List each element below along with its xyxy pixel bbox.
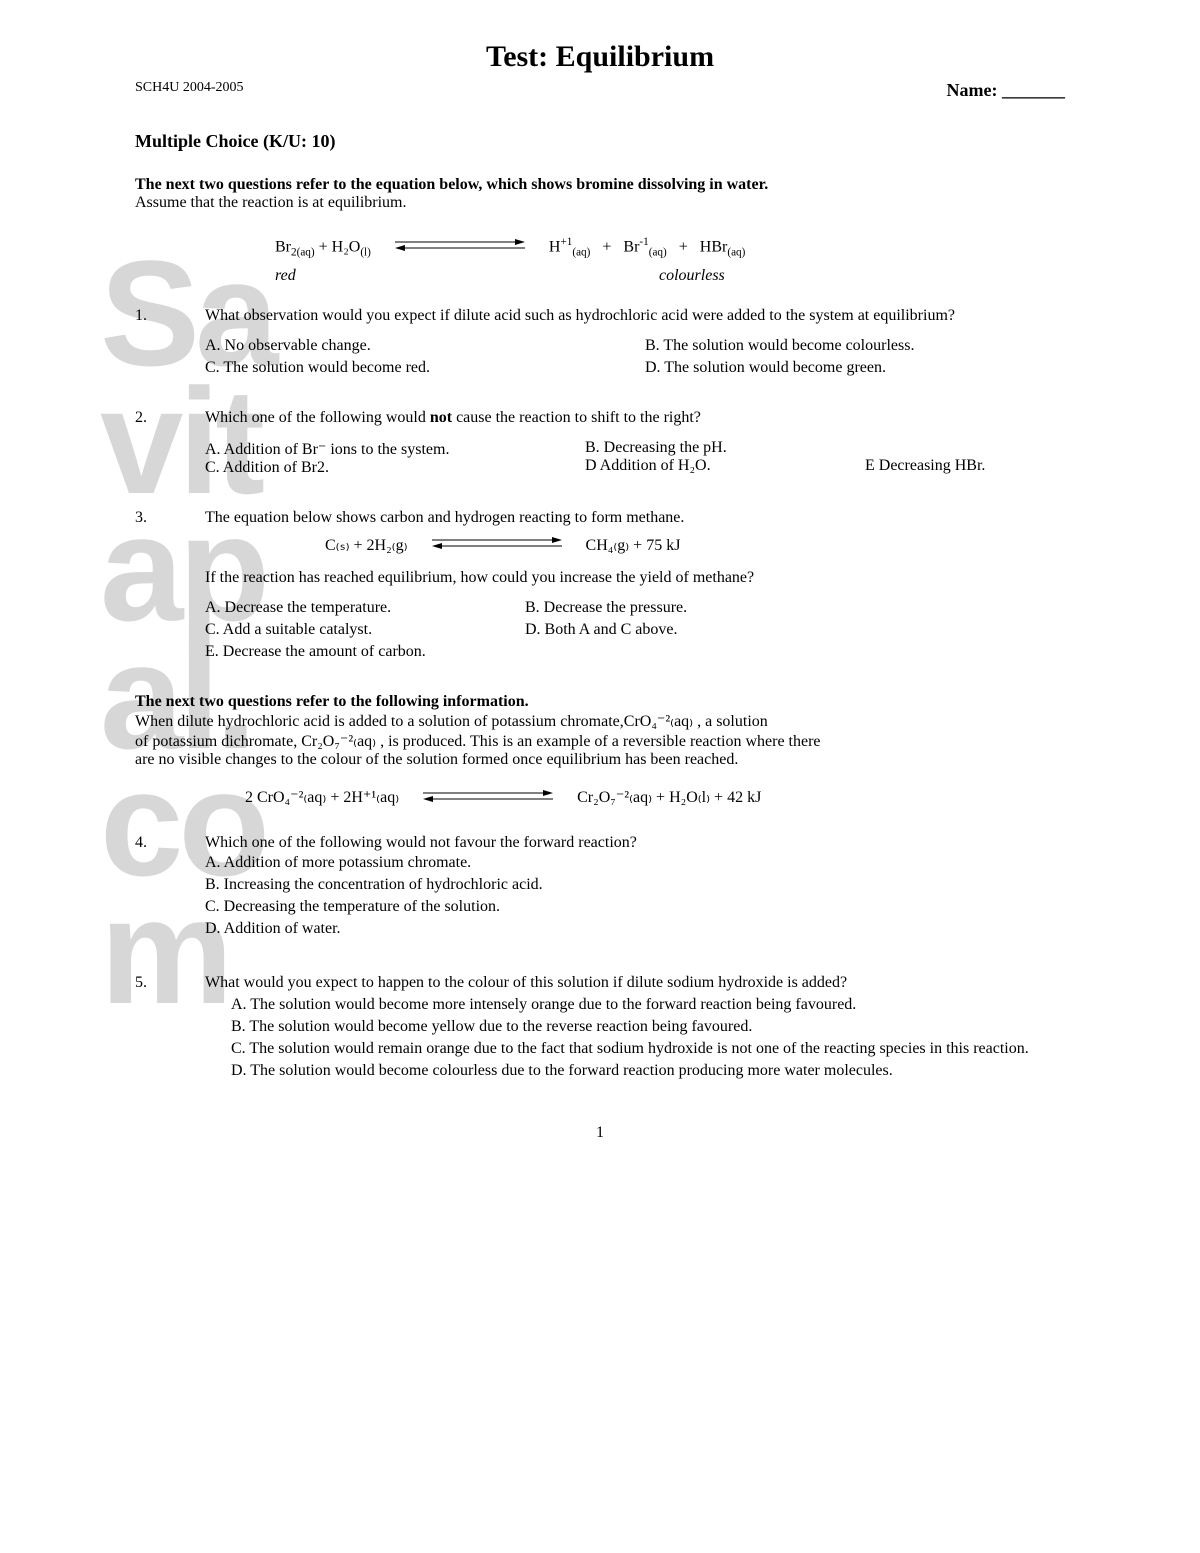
q3-number: 3. [135,509,205,662]
q4-opt-b: B. Increasing the concentration of hydro… [205,876,1065,894]
eq1-notes: red colourless [275,267,1065,285]
q2-opt-c: C. Addition of Br2. [205,459,525,477]
equilibrium-arrow-icon [432,536,562,555]
q5-opt-d: D. The solution would become colourless … [231,1062,1065,1080]
eq1-r1-sup: +1 [560,236,572,248]
eq1-r2-sub: (aq) [649,247,667,259]
question-5: 5. What would you expect to happen to th… [135,974,1065,1084]
q1-opt-d: D. The solution would become green. [645,359,1065,377]
intro4-bold: The next two questions refer to the foll… [135,693,1065,711]
q4-number: 4. [135,834,205,942]
page-number: 1 [135,1124,1065,1142]
equation-4: 2 CrO₄⁻²₍aq₎ + 2H⁺¹₍aq₎ Cr₂O₇⁻²₍aq₎ + H₂… [245,787,1065,808]
q2-opt-e: E Decreasing HBr. [865,457,985,475]
eq4-rhs: Cr₂O₇⁻²₍aq₎ + H₂O₍l₎ + 42 kJ [577,789,761,806]
eq1-r3: HBr [700,238,728,255]
q2-opt-a: A. Addition of Br⁻ ions to the system. [205,439,525,459]
eq1-note-right: colourless [659,267,725,284]
document-page: Savitapal.com Test: Equilibrium SCH4U 20… [0,0,1200,1202]
question-1: 1. What observation would you expect if … [135,307,1065,377]
eq4-lhs: 2 CrO₄⁻²₍aq₎ + 2H⁺¹₍aq₎ [245,789,399,806]
q2-opt-b: B. Decreasing the pH. [585,439,805,457]
section-heading: Multiple Choice (K/U: 10) [135,131,1065,152]
intro1-regular: Assume that the reaction is at equilibri… [135,194,1065,212]
q1-number: 1. [135,307,205,377]
q5-opt-a: A. The solution would become more intens… [231,996,1065,1014]
intro4-line1: When dilute hydrochloric acid is added t… [135,711,1065,731]
page-title: Test: Equilibrium [135,40,1065,74]
q2-opt-d: D Addition of H₂O. [585,457,805,475]
q3-follow: If the reaction has reached equilibrium,… [205,569,1065,587]
q4-text: Which one of the following would not fav… [205,834,1065,852]
question-3: 3. The equation below shows carbon and h… [135,509,1065,662]
name-field-label: Name: _______ [947,80,1065,101]
eq1-mid-sub: (l) [360,247,371,259]
q4-opt-c: C. Decreasing the temperature of the sol… [205,898,1065,916]
eq1-note-left: red [275,267,655,285]
q3-opt-c: C. Add a suitable catalyst. [205,621,505,639]
intro1-bold: The next two questions refer to the equa… [135,176,1065,194]
equation-1: Br2(aq) + H₂O(l) H+1(aq) + Br-1(aq) + HB… [275,236,1065,259]
q3-opt-e: E. Decrease the amount of carbon. [205,643,505,661]
q2-text-pre: Which one of the following would [205,409,430,426]
q2-number: 2. [135,409,205,477]
q5-number: 5. [135,974,205,1084]
eq1-lhs-sub: 2(aq) [291,247,315,259]
course-code: SCH4U 2004-2005 [135,80,244,101]
question-2: 2. Which one of the following would not … [135,409,1065,477]
q3-text: The equation below shows carbon and hydr… [205,509,1065,527]
eq1-lhs: Br [275,238,291,255]
q4-opt-d: D. Addition of water. [205,920,1065,938]
eq1-r1-sub: (aq) [572,247,590,259]
eq1-mid: + H₂O [319,238,361,255]
q3-opt-d: D. Both A and C above. [525,621,1065,639]
q5-opt-c: C. The solution would remain orange due … [231,1040,1065,1058]
q4-opt-a: A. Addition of more potassium chromate. [205,854,1065,872]
q3-opt-b: B. Decrease the pressure. [525,599,1065,617]
intro4-line2: of potassium dichromate, Cr₂O₇⁻²₍aq₎ , i… [135,731,1065,751]
eq3-rhs: CH₄₍g₎ + 75 kJ [586,537,681,554]
q1-opt-c: C. The solution would become red. [205,359,625,377]
q2-text-post: cause the reaction to shift to the right… [452,409,701,426]
eq3-lhs: C₍ₛ₎ + 2H₂₍g₎ [325,537,408,554]
eq1-r3-sub: (aq) [727,247,745,259]
q2-text-bold: not [430,409,452,426]
header-row: SCH4U 2004-2005 Name: _______ [135,80,1065,101]
q3-opt-a: A. Decrease the temperature. [205,599,505,617]
eq1-r2: Br [623,238,639,255]
q1-text: What observation would you expect if dil… [205,307,1065,325]
equilibrium-arrow-icon [423,789,553,808]
equation-3: C₍ₛ₎ + 2H₂₍g₎ CH₄₍g₎ + 75 kJ [325,535,1065,556]
q5-opt-b: B. The solution would become yellow due … [231,1018,1065,1036]
eq1-r1: H [549,238,561,255]
intro4-line3: are no visible changes to the colour of … [135,751,1065,769]
eq1-r2-sup: -1 [639,236,648,248]
q5-text: What would you expect to happen to the c… [205,974,1065,992]
q1-opt-b: B. The solution would become colourless. [645,337,1065,355]
q2-text: Which one of the following would not cau… [205,409,1065,427]
question-4: 4. Which one of the following would not … [135,834,1065,942]
equilibrium-arrow-icon [395,238,525,257]
q1-opt-a: A. No observable change. [205,337,625,355]
